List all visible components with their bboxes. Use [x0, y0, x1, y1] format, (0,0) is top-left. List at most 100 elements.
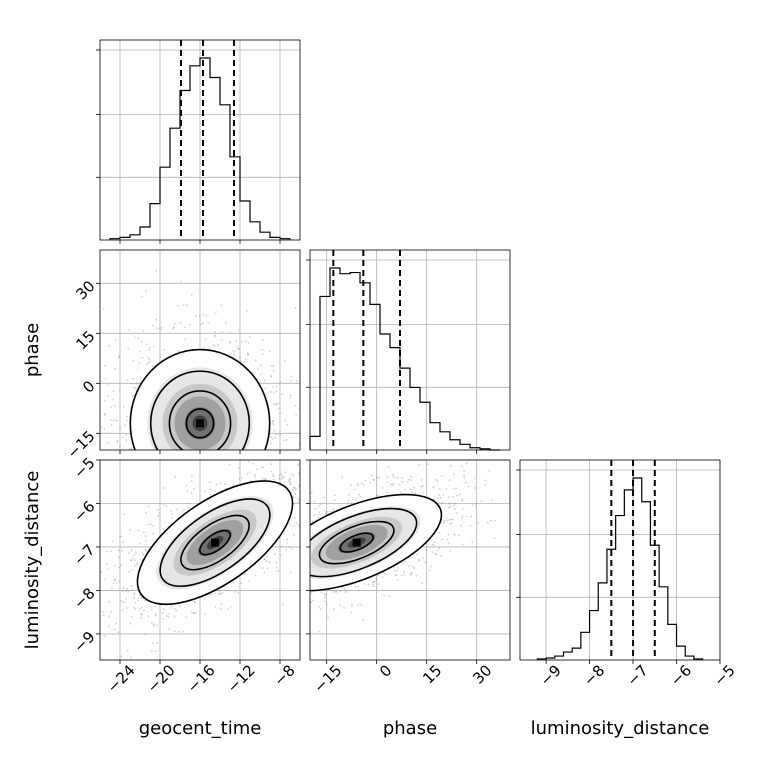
scatter-point — [175, 482, 177, 484]
scatter-point — [287, 555, 289, 557]
scatter-point — [261, 588, 263, 590]
y-tick-label: −7 — [70, 541, 98, 569]
scatter-point — [243, 360, 246, 363]
scatter-point — [282, 570, 284, 572]
scatter-point — [94, 369, 96, 371]
scatter-point — [310, 601, 312, 604]
scatter-point — [162, 527, 165, 530]
scatter-point — [392, 484, 394, 486]
scatter-point — [125, 480, 127, 482]
scatter-point — [193, 612, 196, 615]
scatter-point — [108, 344, 110, 347]
scatter-point — [432, 486, 435, 489]
scatter-point — [235, 340, 238, 342]
scatter-point — [318, 511, 321, 513]
scatter-point — [291, 534, 293, 536]
scatter-point — [490, 519, 493, 522]
scatter-point — [197, 490, 199, 492]
scatter-point — [176, 677, 178, 679]
scatter-point — [251, 462, 254, 465]
scatter-point — [452, 505, 455, 507]
scatter-point — [292, 597, 294, 599]
scatter-point — [296, 380, 298, 382]
scatter-point — [153, 523, 155, 525]
scatter-point — [357, 585, 360, 588]
scatter-point — [180, 457, 182, 459]
scatter-point — [165, 501, 167, 503]
histogram-bar — [220, 105, 230, 240]
scatter-point — [142, 330, 145, 332]
scatter-point — [308, 470, 310, 472]
scatter-point — [274, 584, 276, 586]
scatter-point — [272, 420, 275, 422]
scatter-point — [136, 368, 139, 371]
scatter-point — [297, 501, 300, 503]
scatter-point — [319, 503, 322, 506]
scatter-point — [305, 558, 307, 560]
scatter-point — [266, 570, 268, 572]
scatter-point — [432, 543, 434, 546]
scatter-point — [355, 499, 357, 502]
scatter-point — [166, 491, 168, 493]
contour-line — [149, 370, 251, 450]
scatter-point — [155, 269, 158, 272]
scatter-point — [418, 463, 421, 466]
histogram-bar — [360, 283, 370, 450]
scatter-point — [146, 363, 149, 365]
scatter-point — [438, 494, 441, 497]
scatter-point — [180, 469, 182, 471]
scatter-point — [438, 532, 441, 534]
scatter-point — [288, 478, 291, 481]
scatter-point — [385, 491, 388, 494]
scatter-point — [166, 465, 168, 467]
scatter-point — [183, 473, 185, 475]
scatter-point — [178, 478, 180, 480]
scatter-point — [190, 462, 192, 464]
scatter-point — [144, 535, 147, 538]
scatter-point — [225, 461, 227, 463]
panel-content — [238, 462, 496, 633]
scatter-point — [115, 622, 118, 625]
scatter-point — [238, 607, 240, 609]
scatter-point — [188, 462, 190, 464]
scatter-point — [453, 487, 455, 490]
scatter-point — [303, 461, 305, 463]
scatter-point — [179, 472, 181, 474]
scatter-point — [387, 466, 390, 468]
scatter-point — [241, 481, 243, 483]
scatter-point — [194, 315, 197, 318]
scatter-point — [240, 582, 243, 584]
scatter-point — [171, 456, 173, 458]
scatter-point — [186, 490, 189, 492]
scatter-point — [114, 339, 117, 341]
scatter-point — [133, 554, 136, 556]
scatter-point — [213, 454, 215, 456]
scatter-point — [191, 611, 193, 614]
scatter-point — [106, 550, 109, 553]
panel-frame — [309, 459, 511, 661]
scatter-point — [323, 509, 326, 512]
scatter-point — [146, 460, 148, 462]
scatter-point — [240, 456, 242, 458]
scatter-point — [302, 538, 304, 540]
scatter-point — [130, 589, 133, 592]
scatter-point — [214, 335, 217, 338]
scatter-point — [332, 608, 335, 611]
scatter-point — [292, 458, 294, 460]
scatter-point — [157, 515, 160, 518]
scatter-point — [377, 476, 380, 479]
scatter-point — [122, 541, 125, 544]
scatter-point — [113, 564, 116, 567]
scatter-point — [301, 498, 303, 500]
scatter-point — [254, 359, 257, 362]
scatter-point — [421, 557, 424, 559]
scatter-point — [300, 546, 302, 548]
scatter-point — [208, 485, 210, 487]
scatter-point — [151, 525, 154, 527]
scatter-point — [313, 500, 316, 503]
scatter-point — [127, 474, 129, 476]
contour-line — [185, 408, 215, 439]
scatter-point — [148, 491, 150, 493]
scatter-point — [289, 571, 292, 574]
